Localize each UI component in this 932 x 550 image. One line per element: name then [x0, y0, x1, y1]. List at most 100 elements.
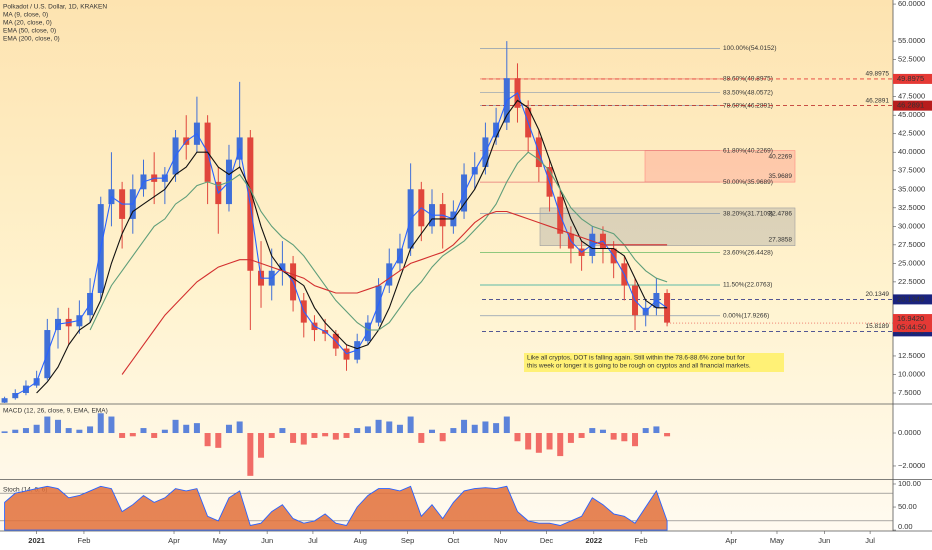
macd-bar: [364, 426, 371, 434]
stoch-area: [4, 485, 668, 531]
macd-bar: [97, 413, 104, 434]
macd-bar: [332, 433, 339, 440]
pane-title: MACD (12, 26, close, 9, EMA, EMA): [3, 408, 108, 415]
level-label: 46.2891: [866, 97, 890, 104]
y-tick-label: 47.5000: [898, 92, 925, 101]
legend-entry: MA (20, close, 0): [3, 20, 52, 27]
macd-bar: [129, 433, 136, 437]
macd-bar: [621, 433, 628, 442]
last-price-badge: [893, 314, 932, 333]
y-tick-label: 60.0000: [898, 0, 925, 8]
x-tick-label: Jun: [818, 536, 830, 545]
y-tick-label: 22.5000: [898, 277, 925, 286]
macd-bar: [418, 433, 425, 443]
x-tick-label: Jun: [261, 536, 273, 545]
level-label: 20.1349: [866, 291, 890, 298]
x-tick-label: May: [770, 536, 784, 545]
countdown: 05:44:50: [897, 323, 926, 332]
y-tick-label: 0.00: [898, 522, 913, 531]
price-zone: [539, 207, 796, 246]
macd-bar: [268, 433, 275, 438]
y-tick-label: 50.00: [898, 502, 917, 511]
macd-bar: [664, 433, 671, 437]
plot-background: [0, 0, 893, 531]
level-badge-label: 20.1349: [897, 294, 924, 303]
annotation-box: [524, 353, 784, 372]
y-tick-label: 12.5000: [898, 351, 925, 360]
y-tick-label: 35.0000: [898, 184, 925, 193]
macd-bar: [55, 419, 62, 434]
macd-bar: [642, 428, 649, 434]
legend-entry: EMA (200, close, 0): [3, 36, 60, 43]
x-tick-label: Dec: [540, 536, 554, 545]
zone-label: 32.4786: [769, 211, 793, 218]
x-tick-label: Apr: [725, 536, 737, 545]
macd-bar: [589, 428, 596, 434]
axis-background: [893, 0, 932, 550]
macd-bar: [396, 424, 403, 434]
y-tick-label: 25.0000: [898, 258, 925, 267]
macd-bar: [578, 433, 585, 438]
zone-label: 35.9689: [769, 173, 793, 180]
macd-bar: [525, 433, 532, 450]
annotation-text: this week or longer it is going to be ro…: [527, 363, 751, 370]
legend-entry: MA (9, close, 0): [3, 12, 48, 19]
macd-bar: [482, 421, 489, 434]
macd-bar: [567, 433, 574, 443]
x-tick-label: 2022: [585, 536, 602, 545]
macd-bar: [632, 433, 639, 447]
legend-entry: EMA (50, close, 0): [3, 28, 56, 35]
level-badge: [893, 73, 932, 84]
fib-label: 88.60%(49.8975): [723, 76, 773, 83]
y-tick-label: 37.5000: [898, 166, 925, 175]
macd-bar: [87, 426, 94, 434]
x-tick-label: Aug: [354, 536, 367, 545]
fib-label: 50.00%(35.9689): [723, 179, 773, 186]
macd-bar: [471, 424, 478, 434]
last-price-label: 16.9420: [897, 314, 924, 323]
moving-average: [89, 151, 668, 331]
x-tick-label: Oct: [448, 536, 461, 545]
y-tick-label: 40.0000: [898, 147, 925, 156]
x-tick-label: Jul: [308, 536, 318, 545]
y-tick-label: 30.0000: [898, 221, 925, 230]
x-tick-label: May: [213, 536, 227, 545]
macd-bar: [279, 428, 286, 434]
x-tick-label: Feb: [635, 536, 648, 545]
fib-label: 23.60%(26.4428): [723, 249, 773, 256]
macd-bar: [407, 416, 414, 434]
macd-bar: [140, 428, 147, 434]
macd-bar: [375, 419, 382, 434]
macd-bar: [610, 433, 617, 440]
macd-bar: [322, 433, 329, 437]
macd-bar: [258, 433, 265, 458]
macd-bar: [386, 421, 393, 434]
x-tick-label: Sep: [401, 536, 414, 545]
macd-bar: [172, 419, 179, 434]
y-tick-label: 55.0000: [898, 36, 925, 45]
price-pane: 40.2269 35.9689 32.4786 27.3858 100.00%(54.0…: [1, 41, 893, 403]
x-tick-label: Apr: [168, 536, 180, 545]
macd-bar: [225, 424, 232, 434]
macd-bar: [151, 433, 158, 438]
macd-bar: [461, 419, 468, 434]
y-tick-label: 42.5000: [898, 129, 925, 138]
moving-average: [121, 210, 668, 375]
x-tick-label: Nov: [494, 536, 508, 545]
candle-body: [1, 398, 8, 403]
macd-bar: [193, 423, 200, 434]
level-badge: [893, 100, 932, 111]
macd-bar: [108, 416, 115, 434]
candle-body: [12, 392, 19, 399]
y-tick-label: −2.0000: [898, 461, 925, 470]
pane-title: Stoch (14, 6, 6): [3, 487, 47, 494]
macd-bar: [290, 433, 297, 443]
moving-average: [15, 92, 668, 396]
fib-label: 83.50%(48.0572): [723, 89, 773, 96]
macd-bar: [439, 433, 446, 442]
y-tick-label: 45.0000: [898, 110, 925, 119]
macd-bar: [161, 429, 168, 434]
zone-label: 27.3858: [769, 236, 793, 243]
y-tick-label: 27.5000: [898, 240, 925, 249]
